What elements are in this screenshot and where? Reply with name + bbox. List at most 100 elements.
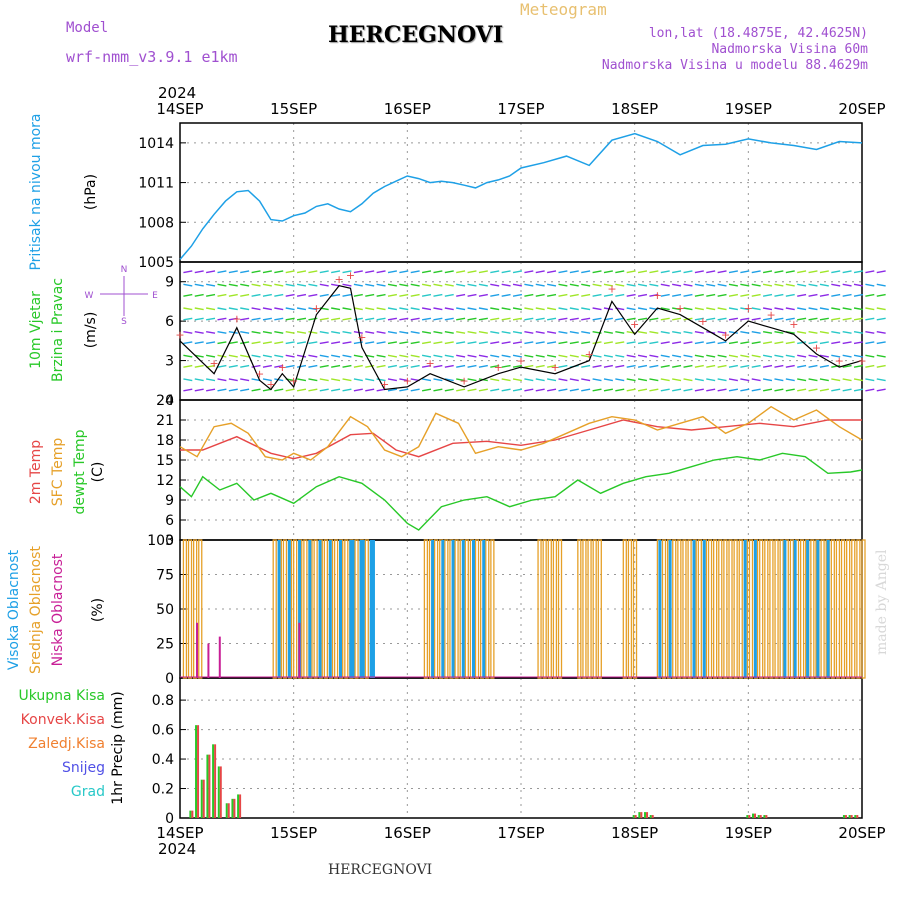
y-tick-label: 1014 — [138, 136, 174, 152]
wind-arrow — [603, 283, 613, 287]
mid-cloud-bar — [713, 539, 718, 679]
wind-arrow — [296, 341, 307, 345]
wind-arrow — [194, 293, 204, 297]
wind-gust-mark: + — [857, 355, 866, 368]
dewpt-axis-label: dewpt Temp — [72, 429, 88, 514]
mid-cloud-bar — [582, 539, 587, 679]
wind-arrow — [365, 364, 375, 368]
wind-arrow — [251, 330, 261, 334]
wind-arrow — [217, 283, 227, 287]
wind-arrow — [672, 270, 682, 274]
wind-arrow — [694, 378, 704, 382]
wind-arrow — [694, 270, 704, 274]
wind-arrow — [808, 341, 818, 345]
wind-arrow — [547, 293, 557, 297]
wind-arrow — [876, 307, 886, 311]
wind-arrow — [376, 330, 386, 334]
mid-cloud-axis-label: Srednja Oblacnost — [28, 546, 44, 674]
wind-arrow — [353, 317, 363, 321]
mid-cloud-bar — [303, 539, 308, 679]
wind-arrow — [421, 283, 432, 287]
wind-arrow — [865, 341, 875, 345]
wind-gust-mark: + — [585, 348, 594, 361]
high-cloud-bar — [816, 540, 820, 678]
precip-legend-item: Ukupna Kisa — [18, 688, 105, 704]
wind-arrow — [728, 364, 738, 368]
mid-cloud-bar — [830, 539, 835, 679]
wind-arrow — [797, 364, 807, 368]
wind-arrow — [285, 354, 295, 358]
wind-arrow — [785, 378, 795, 382]
wind-arrow — [797, 317, 807, 321]
wind-arrow — [853, 293, 864, 297]
mid-cloud-bar — [764, 539, 769, 679]
wind-arrow — [490, 378, 500, 382]
precip-bar-total — [649, 815, 652, 818]
wind-arrow — [819, 354, 829, 358]
wind-arrow — [240, 307, 250, 311]
wind-gust-mark: + — [209, 357, 218, 370]
precip-bar-total — [752, 813, 755, 818]
wind-arrow — [785, 307, 795, 311]
wind-arrow — [444, 317, 454, 321]
wind-arrow — [444, 270, 454, 274]
x-tick-label: 19SEP — [725, 824, 772, 842]
wind-arrow — [410, 330, 420, 334]
mid-cloud-bar — [542, 539, 547, 679]
wind-arrow — [797, 354, 807, 358]
precip-bar-conv — [233, 798, 236, 818]
wind-arrow — [740, 270, 750, 274]
mid-cloud-bar — [769, 539, 774, 679]
wind-arrow — [876, 354, 886, 358]
wind-arrow — [774, 293, 784, 297]
wind-arrow — [512, 307, 523, 311]
wind-arrow — [240, 293, 250, 297]
wind-arrow — [478, 317, 488, 321]
wind-arrow — [228, 364, 238, 368]
high-cloud-bar — [359, 540, 363, 678]
wind-arrow — [626, 317, 636, 321]
wind-arrow — [501, 270, 511, 274]
precip-bar-conv — [208, 754, 211, 818]
temp2m-axis-label: 2m Temp — [28, 440, 44, 504]
wind-arrow — [547, 341, 557, 345]
wind-arrow — [876, 293, 886, 297]
wind-arrow — [831, 388, 841, 392]
wind-arrow — [410, 283, 420, 287]
mid-cloud-bar — [192, 539, 198, 679]
wind-arrow — [251, 364, 261, 368]
wind-arrow — [865, 364, 875, 368]
wind-arrow — [558, 378, 568, 382]
wind-arrow — [581, 307, 591, 311]
wind-arrow — [728, 317, 738, 321]
wind-arrow — [751, 388, 761, 392]
wind-arrow — [558, 293, 568, 297]
precip-unit-label: 1hr Precip (mm) — [110, 691, 126, 804]
y-tick-label: 24 — [156, 393, 174, 409]
x-tick-label: 14SEP — [156, 824, 203, 842]
wind-arrow — [615, 317, 625, 321]
wind-arrow — [728, 330, 738, 334]
wind-arrow — [262, 341, 272, 345]
wind-arrow — [456, 364, 466, 368]
wind-arrow — [308, 307, 318, 311]
wind-arrow — [467, 364, 477, 368]
wind-arrow — [592, 307, 602, 311]
wind-arrow — [694, 388, 704, 392]
wind-arrow — [478, 388, 488, 392]
wind-arrow — [831, 317, 841, 321]
mid-cloud-bar — [759, 539, 764, 679]
wind-arrow — [399, 270, 409, 274]
high-cloud-bar — [783, 540, 787, 678]
wind-arrow — [853, 388, 864, 392]
compass-south: S — [121, 317, 127, 327]
wind-arrow — [728, 388, 738, 392]
wind-arrow — [660, 364, 670, 368]
wind-arrow — [206, 330, 216, 334]
wind-arrow — [569, 283, 579, 287]
wind-arrow — [797, 378, 807, 382]
mid-cloud-bar — [293, 539, 298, 679]
wind-arrow — [251, 317, 261, 321]
wind-gust-mark: + — [698, 315, 707, 328]
wind-arrow — [308, 283, 318, 287]
